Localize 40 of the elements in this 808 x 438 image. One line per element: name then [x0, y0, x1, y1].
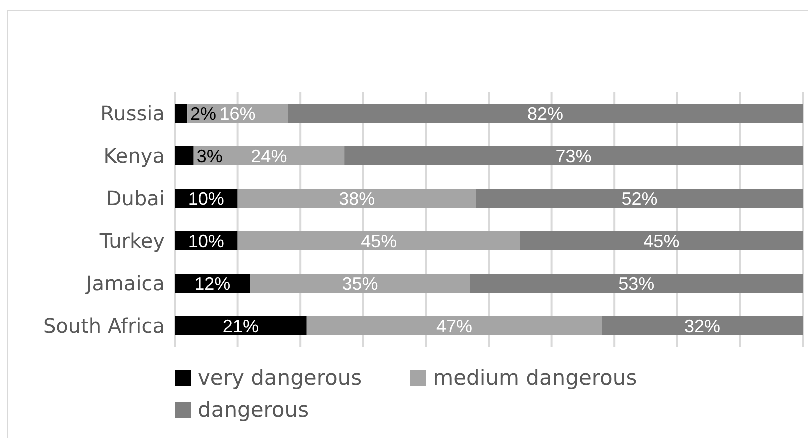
bar [238, 232, 520, 250]
bar [238, 189, 476, 208]
y-tick-label: Jamaica [84, 271, 165, 296]
bar [175, 104, 188, 123]
bar [288, 104, 803, 123]
bar [520, 232, 803, 250]
data-label: 45% [644, 231, 680, 252]
bar [250, 274, 470, 293]
data-label: 73% [556, 146, 592, 166]
y-tick-label: Turkey [98, 228, 166, 253]
data-label: 52% [622, 188, 658, 209]
legend-label: medium dangerous [433, 366, 638, 390]
legend-label: dangerous [198, 398, 310, 422]
bar [306, 316, 602, 336]
data-label: 32% [684, 316, 721, 336]
data-label: 24% [251, 146, 288, 166]
bar [476, 189, 803, 208]
legend-label: very dangerous [198, 366, 362, 390]
data-label: 12% [194, 274, 231, 294]
bar [470, 274, 803, 293]
bar [175, 146, 194, 166]
data-label: 21% [222, 316, 259, 336]
data-label: 3% [196, 146, 223, 166]
data-label: 45% [361, 231, 398, 252]
data-label: 10% [188, 231, 224, 252]
data-label: 16% [220, 104, 256, 124]
bar [344, 146, 803, 166]
data-label: 47% [436, 316, 472, 336]
data-label: 38% [339, 188, 376, 209]
data-label: 53% [618, 274, 655, 294]
data-label: 10% [188, 188, 224, 209]
y-tick-label: Kenya [104, 144, 165, 168]
bar [602, 316, 803, 336]
data-label: 35% [342, 274, 378, 294]
data-label: 2% [190, 104, 217, 124]
y-tick-label: South Africa [43, 314, 165, 338]
data-label: 82% [528, 104, 564, 124]
bar [175, 316, 307, 336]
y-tick-label: Russia [100, 101, 165, 126]
y-tick-label: Dubai [106, 186, 165, 210]
